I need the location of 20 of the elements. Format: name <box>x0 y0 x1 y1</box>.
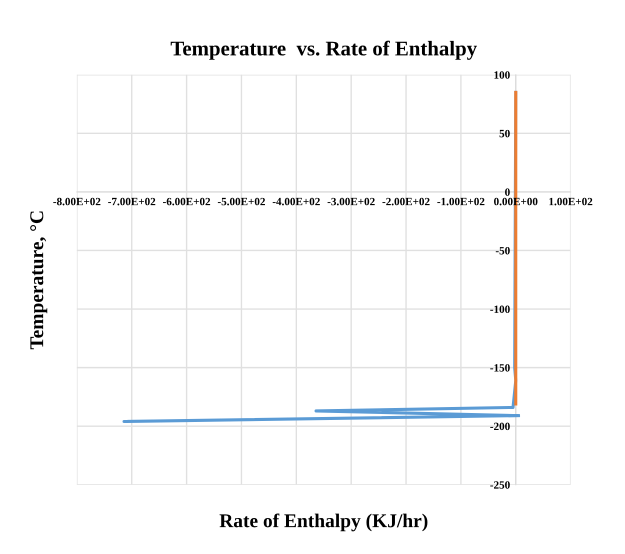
y-tick-label: -150 <box>490 364 510 372</box>
y-tick-label: -200 <box>490 422 510 430</box>
x-axis-title: Rate of Enthalpy (KJ/hr) <box>220 513 428 532</box>
x-tick-label: -6.00E+02 <box>163 198 210 206</box>
x-tick-label: -1.00E+02 <box>437 198 484 206</box>
x-tick-label: -2.00E+02 <box>382 198 430 206</box>
y-tick-label: -50 <box>496 246 510 254</box>
y-tick-label: -100 <box>490 306 510 314</box>
x-tick-label: -7.00E+02 <box>108 198 156 206</box>
x-tick-label: -5.00E+02 <box>218 198 265 206</box>
x-tick-label: -4.00E+02 <box>272 198 320 206</box>
x-tick-label: -8.00E+02 <box>53 198 100 206</box>
x-tick-label: -3.00E+02 <box>328 198 375 206</box>
chart-title: Temperature vs. Rate of Enthalpy <box>170 40 477 60</box>
y-tick-label: 0 <box>505 188 510 196</box>
y-axis-title: Temperature, °C <box>30 211 48 350</box>
x-tick-label: 1.00E+02 <box>549 198 592 206</box>
y-tick-label: 50 <box>500 130 510 138</box>
y-tick-label: 100 <box>494 71 510 79</box>
y-tick-label: -250 <box>490 481 510 489</box>
